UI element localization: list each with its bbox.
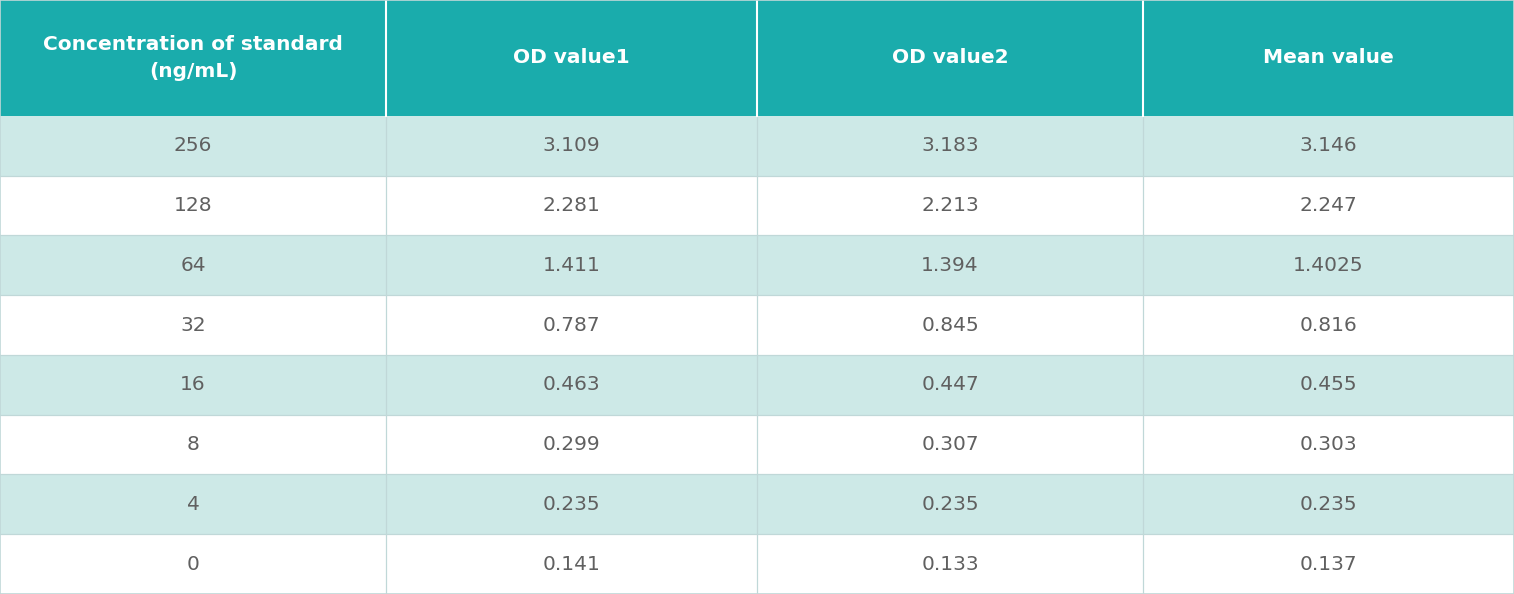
Text: 0.235: 0.235 xyxy=(921,495,980,514)
Bar xyxy=(0,116,1514,176)
Text: 0.463: 0.463 xyxy=(542,375,601,394)
Text: 0.303: 0.303 xyxy=(1299,435,1358,454)
Text: Concentration of standard
(ng/mL): Concentration of standard (ng/mL) xyxy=(42,35,344,81)
Text: 4: 4 xyxy=(186,495,200,514)
Text: 2.281: 2.281 xyxy=(542,196,601,215)
Text: 1.411: 1.411 xyxy=(542,256,601,275)
Text: 3.109: 3.109 xyxy=(542,136,601,155)
Bar xyxy=(0,415,1514,475)
Text: Mean value: Mean value xyxy=(1263,49,1394,67)
Text: 1.394: 1.394 xyxy=(921,256,980,275)
Bar xyxy=(0,235,1514,295)
Text: 0.455: 0.455 xyxy=(1299,375,1358,394)
Text: 64: 64 xyxy=(180,256,206,275)
Text: 1.4025: 1.4025 xyxy=(1293,256,1364,275)
Bar xyxy=(0,355,1514,415)
Text: 0.816: 0.816 xyxy=(1299,315,1358,334)
Text: 0.235: 0.235 xyxy=(1299,495,1358,514)
Bar xyxy=(0,176,1514,235)
Bar xyxy=(0,534,1514,594)
Text: 2.247: 2.247 xyxy=(1299,196,1358,215)
Text: 0.787: 0.787 xyxy=(542,315,601,334)
Text: 2.213: 2.213 xyxy=(921,196,980,215)
Text: 0.299: 0.299 xyxy=(542,435,601,454)
Text: 3.146: 3.146 xyxy=(1299,136,1358,155)
Text: 0.141: 0.141 xyxy=(542,555,601,574)
Text: OD value2: OD value2 xyxy=(892,49,1008,67)
Text: 0.137: 0.137 xyxy=(1299,555,1358,574)
Text: 0.133: 0.133 xyxy=(921,555,980,574)
Text: 8: 8 xyxy=(186,435,200,454)
Text: 0.307: 0.307 xyxy=(921,435,980,454)
Bar xyxy=(0,475,1514,534)
Text: 0.235: 0.235 xyxy=(542,495,601,514)
Text: 3.183: 3.183 xyxy=(921,136,980,155)
Text: 128: 128 xyxy=(174,196,212,215)
Text: 256: 256 xyxy=(174,136,212,155)
Text: 0: 0 xyxy=(186,555,200,574)
Text: 16: 16 xyxy=(180,375,206,394)
Text: OD value1: OD value1 xyxy=(513,49,630,67)
Bar xyxy=(0,295,1514,355)
Text: 0.845: 0.845 xyxy=(921,315,980,334)
Bar xyxy=(0,0,1514,116)
Text: 32: 32 xyxy=(180,315,206,334)
Text: 0.447: 0.447 xyxy=(921,375,980,394)
